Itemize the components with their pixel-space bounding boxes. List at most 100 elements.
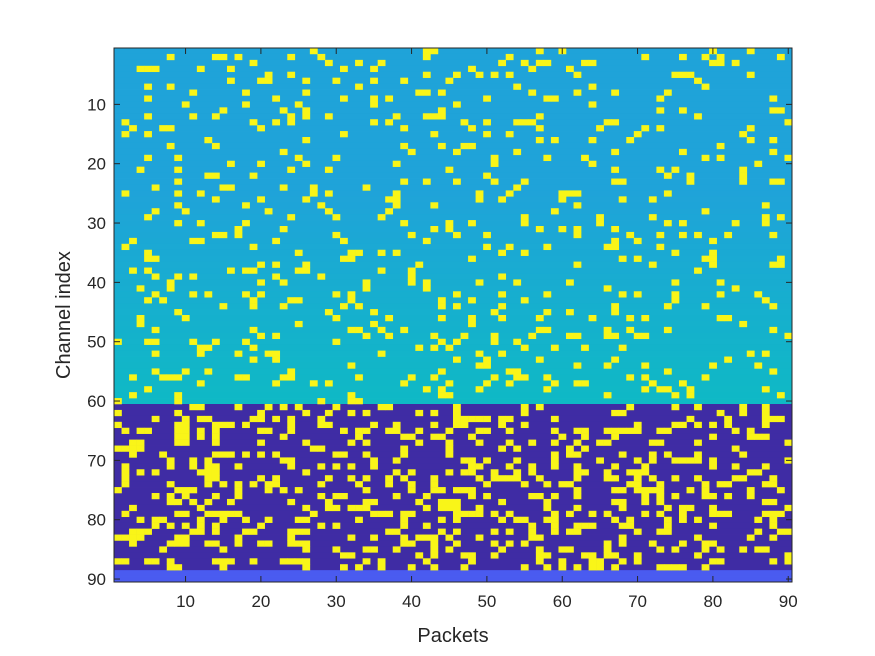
heatmap-cell xyxy=(483,172,491,179)
heatmap-cell xyxy=(370,421,378,429)
heatmap-cell xyxy=(588,101,597,108)
heatmap-cell xyxy=(724,415,733,423)
heatmap-cell xyxy=(211,522,220,529)
heatmap-cell xyxy=(656,231,665,239)
heatmap-cell xyxy=(279,457,288,464)
heatmap-cell xyxy=(550,516,559,523)
heatmap-cell xyxy=(611,178,620,185)
heatmap-cell xyxy=(543,374,552,381)
heatmap-cell xyxy=(701,303,710,310)
heatmap-cell xyxy=(701,564,710,571)
heatmap-cell xyxy=(611,409,620,417)
heatmap-row xyxy=(114,398,792,405)
heatmap-cell xyxy=(558,546,567,553)
heatmap-cell xyxy=(709,362,717,369)
heatmap-cell xyxy=(769,178,778,185)
heatmap-cell xyxy=(716,481,725,488)
heatmap-cell xyxy=(234,487,243,494)
heatmap-cell xyxy=(468,493,476,500)
heatmap-cell xyxy=(520,564,529,571)
heatmap-cell xyxy=(633,469,642,476)
heatmap-cell xyxy=(174,374,183,381)
heatmap-cell xyxy=(573,380,582,387)
heatmap-cell xyxy=(656,243,665,251)
heatmap-cell xyxy=(769,475,778,482)
heatmap-cell xyxy=(144,386,152,393)
heatmap-cell xyxy=(347,255,356,262)
heatmap-cell xyxy=(249,481,258,488)
heatmap-cell xyxy=(603,552,612,559)
heatmap-cell xyxy=(535,137,544,144)
heatmap-cell xyxy=(490,374,499,381)
heatmap-cell xyxy=(709,558,717,565)
heatmap-cell xyxy=(234,350,243,357)
heatmap-cell xyxy=(279,558,288,565)
heatmap-cell xyxy=(211,558,220,565)
heatmap-cell xyxy=(136,439,145,446)
heatmap-cell xyxy=(573,226,582,233)
heatmap-cell xyxy=(505,53,514,61)
heatmap-cell xyxy=(679,220,687,227)
heatmap-cell xyxy=(573,451,582,458)
heatmap-cell xyxy=(475,350,484,357)
heatmap-cell xyxy=(166,522,175,529)
heatmap-cell xyxy=(332,546,341,553)
heatmap-cell xyxy=(437,107,446,114)
heatmap-cell xyxy=(633,291,642,298)
heatmap-cell xyxy=(151,65,160,73)
heatmap-cell xyxy=(234,534,243,541)
heatmap-cell xyxy=(362,285,371,292)
heatmap-cell xyxy=(490,469,499,476)
heatmap-cell xyxy=(129,237,137,245)
heatmap-cell xyxy=(272,273,281,280)
heatmap-cell xyxy=(347,398,356,405)
heatmap-cell xyxy=(468,415,476,423)
heatmap-cell xyxy=(370,77,378,84)
heatmap-cell xyxy=(415,534,424,541)
heatmap-cell xyxy=(242,338,250,345)
heatmap-cell xyxy=(581,522,589,529)
heatmap-cell xyxy=(324,190,333,197)
heatmap-cell xyxy=(166,540,175,547)
heatmap-cell xyxy=(535,356,544,363)
heatmap-cell xyxy=(716,558,725,565)
heatmap-cell xyxy=(716,279,725,286)
heatmap-cell xyxy=(324,380,333,387)
heatmap-cell xyxy=(332,404,341,411)
heatmap-cell xyxy=(709,540,717,547)
heatmap-cell xyxy=(332,451,341,458)
heatmap-row xyxy=(114,160,792,168)
heatmap-cell xyxy=(468,558,476,565)
heatmap-cell xyxy=(648,214,657,221)
heatmap-cell xyxy=(453,291,461,298)
heatmap-cell xyxy=(746,125,755,132)
heatmap-cell xyxy=(407,273,416,280)
heatmap-cell xyxy=(468,142,476,150)
heatmap-cell xyxy=(340,451,348,458)
heatmap-cell xyxy=(437,528,446,535)
heatmap-cell xyxy=(641,53,650,61)
heatmap-cell xyxy=(129,374,137,381)
heatmap-cell xyxy=(588,558,597,565)
heatmap-cell xyxy=(347,326,356,334)
heatmap-cell xyxy=(453,510,461,518)
heatmap-cell xyxy=(264,208,273,215)
heatmap-cell xyxy=(340,303,348,310)
heatmap-cell xyxy=(189,463,198,470)
heatmap-cell xyxy=(656,427,665,434)
heatmap-cell xyxy=(340,65,348,73)
heatmap-row xyxy=(114,362,792,369)
heatmap-cell xyxy=(784,119,793,126)
heatmap-cell xyxy=(498,421,507,429)
heatmap-cell xyxy=(136,427,145,434)
heatmap-cell xyxy=(219,546,228,553)
heatmap-cell xyxy=(294,404,303,411)
heatmap-cell xyxy=(648,261,657,268)
heatmap-cell xyxy=(196,65,205,73)
heatmap-cell xyxy=(302,89,311,96)
heatmap-cell xyxy=(475,475,484,482)
heatmap-cell xyxy=(573,493,582,500)
heatmap-cell xyxy=(362,558,371,565)
heatmap-cell xyxy=(121,475,130,482)
heatmap-cell xyxy=(596,439,604,446)
